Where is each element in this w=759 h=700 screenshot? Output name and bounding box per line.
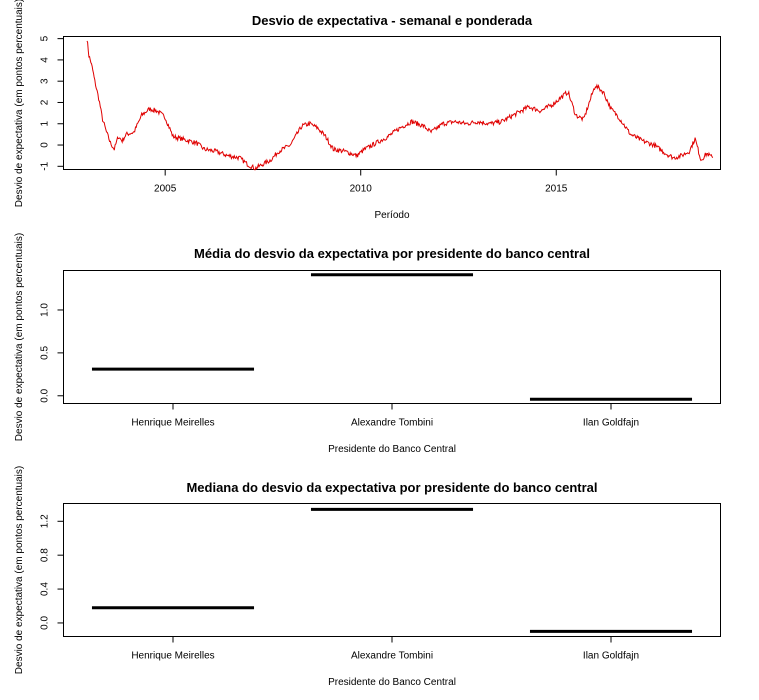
category-label: Ilan Goldfajn bbox=[583, 418, 639, 429]
panel2-x-axis: Henrique Meirelles Alexandre Tombini Ilan … bbox=[131, 403, 639, 429]
panel1-title: Desvio de expectativa - semanal e ponder… bbox=[252, 13, 533, 28]
category-label: Ilan Goldfajn bbox=[583, 651, 639, 662]
panel2-y-label: Desvio de expectativa (em pontos percent… bbox=[14, 233, 25, 441]
panel2-mean-segments bbox=[91, 273, 693, 401]
deviation-line bbox=[86, 40, 714, 171]
panel3-y-axis: 0.0 0.4 0.8 1.2 bbox=[40, 514, 64, 630]
category-label: Henrique Meirelles bbox=[131, 651, 214, 662]
category-label: Henrique Meirelles bbox=[131, 418, 214, 429]
panel2-plot-frame bbox=[63, 270, 721, 404]
panel1-y-axis: -1 0 1 2 3 4 5 bbox=[40, 35, 64, 171]
y-tick-label: 3 bbox=[40, 78, 51, 84]
x-tick-label: 2010 bbox=[350, 184, 373, 195]
panel3-plot-frame bbox=[63, 503, 721, 637]
y-tick-label: 4 bbox=[40, 57, 51, 63]
panel3-x-axis: Henrique Meirelles Alexandre Tombini Ilan … bbox=[131, 636, 639, 662]
panel2-title: Média do desvio da expectativa por presi… bbox=[194, 246, 590, 261]
y-tick-label: -1 bbox=[40, 161, 51, 170]
y-tick-label: 0.0 bbox=[40, 616, 51, 630]
panel3-median-segments bbox=[91, 507, 693, 633]
panel3-y-label: Desvio de expectativa (em pontos percent… bbox=[14, 466, 25, 674]
y-tick-label: 0.4 bbox=[40, 582, 51, 596]
y-tick-label: 5 bbox=[40, 35, 51, 41]
y-tick-label: 2 bbox=[40, 99, 51, 105]
y-tick-label: 1.2 bbox=[40, 514, 51, 528]
panel3-x-label: Presidente do Banco Central bbox=[328, 677, 456, 688]
mean-by-president-panel: Média do desvio da expectativa por presi… bbox=[14, 233, 721, 455]
x-tick-label: 2005 bbox=[154, 184, 177, 195]
x-tick-label: 2015 bbox=[545, 184, 568, 195]
panel2-x-label: Presidente do Banco Central bbox=[328, 444, 456, 455]
category-label: Alexandre Tombini bbox=[351, 418, 433, 429]
y-tick-label: 1.0 bbox=[40, 303, 51, 317]
category-label: Alexandre Tombini bbox=[351, 651, 433, 662]
y-tick-label: 1 bbox=[40, 121, 51, 127]
panel2-y-axis: 0.0 0.5 1.0 bbox=[40, 303, 64, 403]
y-tick-label: 0.8 bbox=[40, 548, 51, 562]
panel1-x-axis: 2005 2010 2015 bbox=[154, 169, 568, 195]
y-tick-label: 0.5 bbox=[40, 345, 51, 359]
y-tick-label: 0 bbox=[40, 142, 51, 148]
weekly-deviation-panel: Desvio de expectativa - semanal e ponder… bbox=[14, 0, 721, 221]
panel1-y-label: Desvio de expectativa (em pontos percent… bbox=[14, 0, 25, 207]
y-tick-label: 0.0 bbox=[40, 388, 51, 402]
panel3-title: Mediana do desvio da expectativa por pre… bbox=[186, 480, 597, 495]
median-by-president-panel: Mediana do desvio da expectativa por pre… bbox=[14, 466, 721, 688]
panel1-x-label: Período bbox=[374, 210, 409, 221]
panel1-plot-frame bbox=[63, 36, 721, 170]
